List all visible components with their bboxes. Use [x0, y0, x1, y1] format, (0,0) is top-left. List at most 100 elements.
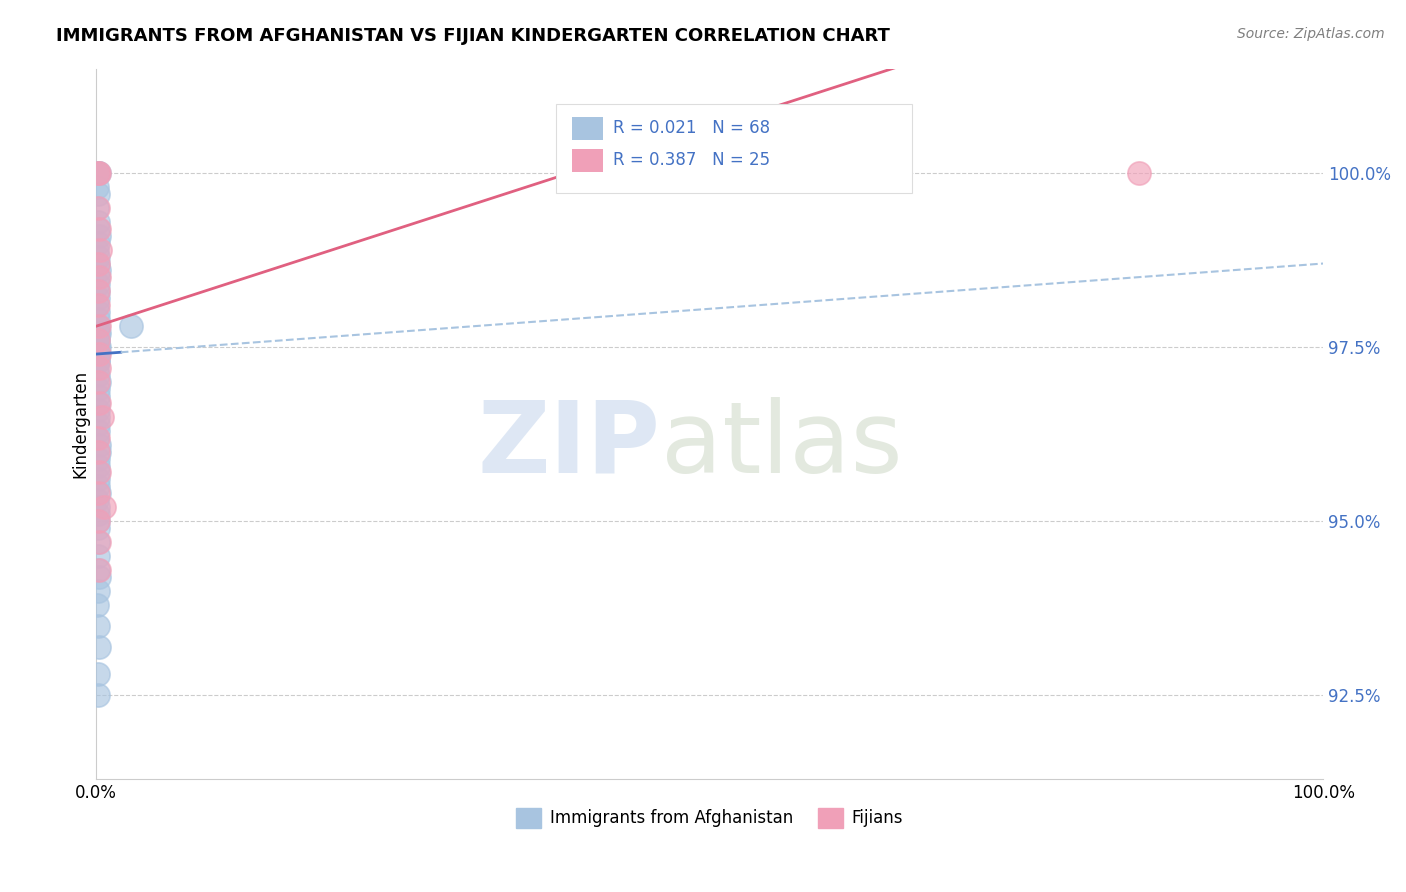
Point — [86, 235, 108, 250]
Point — [87, 354, 110, 368]
Point — [87, 333, 110, 347]
Text: R = 0.021   N = 68: R = 0.021 N = 68 — [613, 120, 770, 137]
Point — [87, 444, 110, 458]
Point — [87, 514, 110, 528]
Point — [87, 402, 110, 417]
Point — [87, 347, 110, 361]
Point — [87, 312, 110, 326]
Point — [87, 472, 110, 486]
Point — [87, 431, 110, 445]
Text: Source: ZipAtlas.com: Source: ZipAtlas.com — [1237, 27, 1385, 41]
Text: R = 0.387   N = 25: R = 0.387 N = 25 — [613, 151, 770, 169]
Point — [87, 166, 110, 180]
Point — [87, 640, 110, 654]
Point — [87, 570, 110, 584]
Point — [87, 347, 110, 361]
Point — [87, 166, 110, 180]
Point — [87, 375, 110, 389]
Point — [87, 326, 110, 341]
Point — [89, 270, 111, 285]
Point — [87, 437, 110, 451]
Point — [87, 396, 110, 410]
Legend: Immigrants from Afghanistan, Fijians: Immigrants from Afghanistan, Fijians — [510, 801, 910, 835]
Point — [89, 243, 111, 257]
Point — [87, 221, 110, 235]
Point — [87, 305, 110, 319]
Point — [89, 340, 111, 354]
Point — [86, 466, 108, 480]
Point — [87, 479, 110, 493]
Point — [87, 535, 110, 549]
Point — [87, 166, 110, 180]
Bar — [572, 149, 603, 171]
Point — [86, 201, 108, 215]
Point — [87, 361, 110, 376]
Point — [86, 243, 108, 257]
Point — [87, 250, 110, 264]
Point — [89, 319, 111, 334]
Point — [86, 186, 108, 201]
Point — [87, 166, 110, 180]
Point — [86, 382, 108, 396]
Point — [86, 319, 108, 334]
Point — [87, 458, 110, 473]
Point — [87, 221, 110, 235]
Point — [93, 500, 115, 515]
Point — [87, 215, 110, 229]
Point — [87, 514, 110, 528]
Point — [86, 277, 108, 292]
Point — [87, 444, 110, 458]
Point — [87, 347, 110, 361]
Point — [87, 285, 110, 299]
Point — [87, 375, 110, 389]
Point — [87, 535, 110, 549]
Point — [87, 270, 110, 285]
Point — [87, 424, 110, 438]
Text: atlas: atlas — [661, 397, 903, 493]
Point — [87, 333, 110, 347]
Bar — [572, 117, 603, 139]
Point — [87, 285, 110, 299]
Point — [89, 563, 111, 577]
Point — [87, 256, 110, 270]
Point — [86, 667, 108, 681]
Point — [87, 508, 110, 522]
Point — [87, 451, 110, 466]
Y-axis label: Kindergarten: Kindergarten — [72, 369, 89, 478]
Point — [87, 368, 110, 382]
Point — [86, 500, 108, 515]
Point — [87, 256, 110, 270]
Text: ZIP: ZIP — [478, 397, 661, 493]
Point — [87, 466, 110, 480]
Point — [90, 409, 112, 424]
Point — [86, 333, 108, 347]
Point — [87, 298, 110, 312]
Point — [87, 521, 110, 535]
Point — [87, 689, 110, 703]
Point — [86, 201, 108, 215]
Point — [86, 340, 108, 354]
Point — [87, 549, 110, 563]
Point — [87, 486, 110, 500]
Point — [87, 291, 110, 305]
Point — [87, 389, 110, 403]
Point — [87, 618, 110, 632]
Point — [86, 493, 108, 508]
Point — [87, 326, 110, 341]
Point — [87, 486, 110, 500]
Point — [87, 417, 110, 431]
Text: IMMIGRANTS FROM AFGHANISTAN VS FIJIAN KINDERGARTEN CORRELATION CHART: IMMIGRANTS FROM AFGHANISTAN VS FIJIAN KI… — [56, 27, 890, 45]
Point — [86, 563, 108, 577]
FancyBboxPatch shape — [557, 104, 912, 193]
Point — [87, 228, 110, 243]
Point — [1128, 166, 1150, 180]
Point — [86, 431, 108, 445]
Point — [86, 598, 108, 612]
Point — [87, 166, 110, 180]
Point — [86, 298, 108, 312]
Point — [87, 396, 110, 410]
Point — [86, 361, 108, 376]
Point — [87, 583, 110, 598]
Point — [87, 263, 110, 277]
Point — [86, 409, 108, 424]
